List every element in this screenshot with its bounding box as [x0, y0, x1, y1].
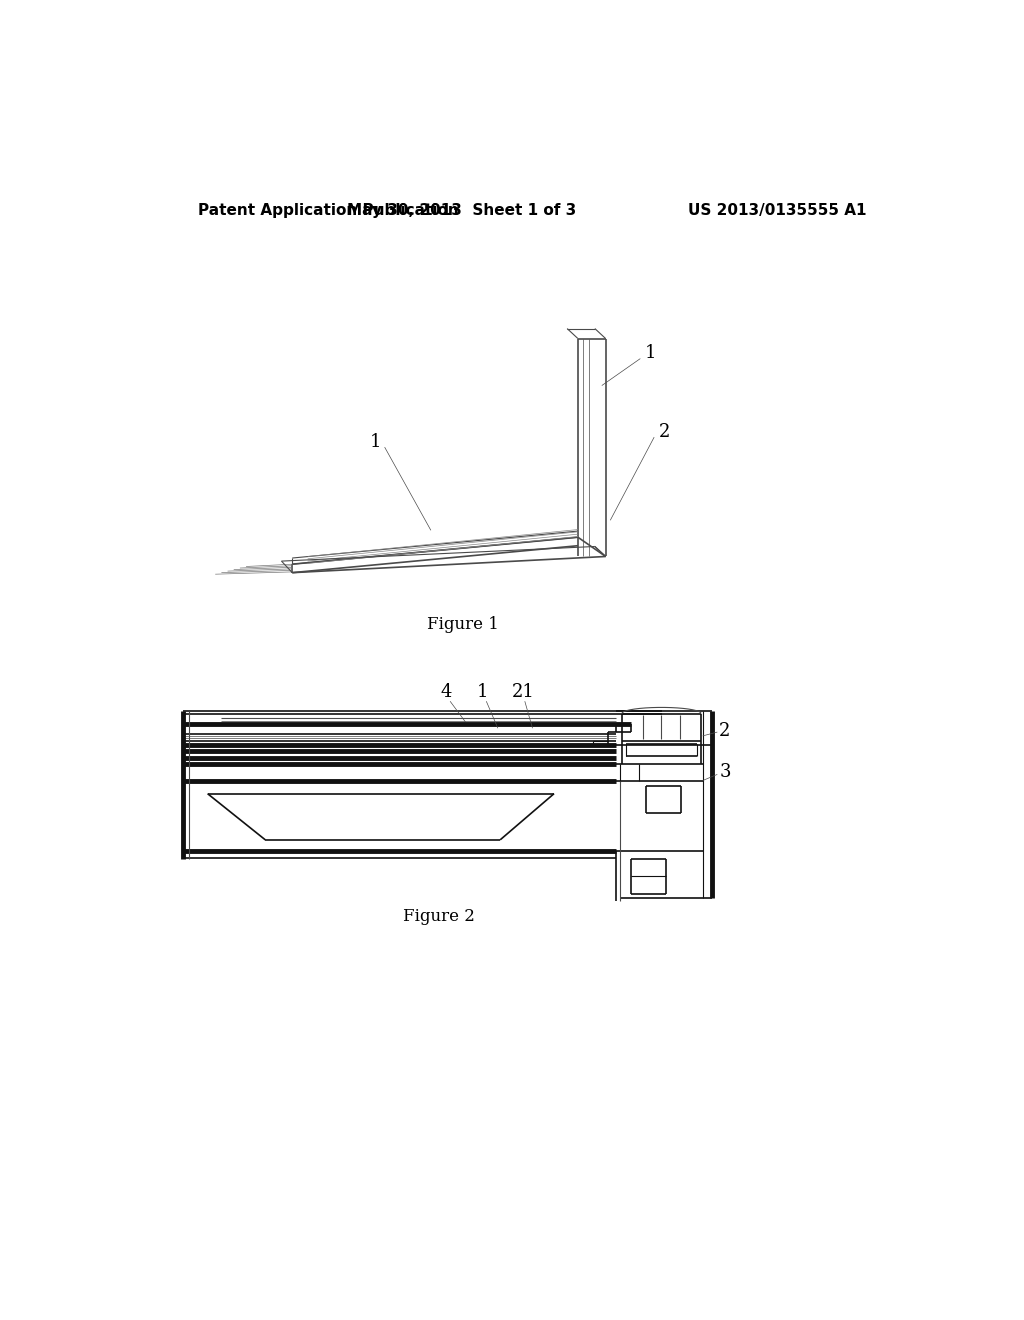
Text: 1: 1 [477, 682, 488, 701]
Text: 2: 2 [719, 722, 731, 739]
Text: 3: 3 [719, 763, 731, 781]
Text: US 2013/0135555 A1: US 2013/0135555 A1 [688, 203, 866, 218]
Text: 1: 1 [370, 433, 381, 450]
Text: 4: 4 [440, 682, 452, 701]
Text: Figure 1: Figure 1 [427, 615, 499, 632]
Text: Patent Application Publication: Patent Application Publication [199, 203, 459, 218]
Text: 1: 1 [644, 345, 656, 362]
Text: 2: 2 [658, 422, 670, 441]
Text: 21: 21 [512, 682, 535, 701]
Text: May 30, 2013  Sheet 1 of 3: May 30, 2013 Sheet 1 of 3 [347, 203, 577, 218]
Text: Figure 2: Figure 2 [402, 908, 474, 925]
